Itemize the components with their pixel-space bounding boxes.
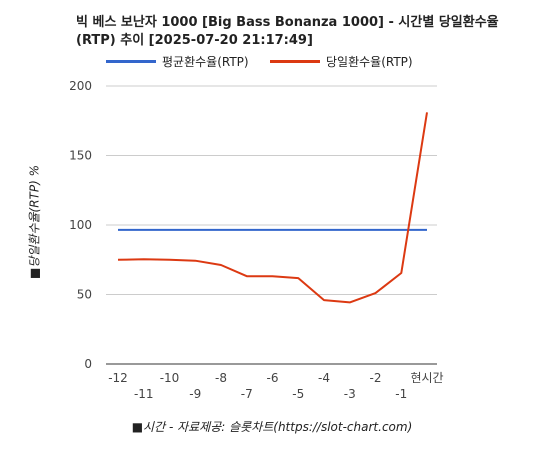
legend-label-average: 평균환수율(RTP) bbox=[162, 55, 249, 69]
x-tick-label: -9 bbox=[189, 387, 201, 401]
x-tick-label: -7 bbox=[241, 387, 253, 401]
x-tick-label: -10 bbox=[160, 371, 180, 385]
legend-swatch-daily bbox=[270, 60, 320, 63]
y-tick-label: 100 bbox=[69, 218, 92, 232]
x-tick-label: 현시간 bbox=[410, 371, 443, 385]
y-tick-label: 200 bbox=[69, 79, 92, 93]
y-tick-label: 150 bbox=[69, 149, 92, 163]
chart-title: 빅 베스 보난자 1000 [Big Bass Bonanza 1000] - … bbox=[76, 15, 499, 48]
x-tick-label: -11 bbox=[134, 387, 154, 401]
x-tick-label: -2 bbox=[370, 371, 382, 385]
y-axis-label: ■당일환수율(RTP) % bbox=[27, 164, 42, 280]
x-tick-label: -6 bbox=[267, 371, 279, 385]
x-tick-label: -12 bbox=[108, 371, 128, 385]
x-tick-label: -5 bbox=[292, 387, 304, 401]
x-tick-label: -4 bbox=[318, 371, 330, 385]
series-line-daily bbox=[117, 112, 428, 304]
legend-label-daily: 당일환수율(RTP) bbox=[326, 55, 413, 69]
x-tick-label: -8 bbox=[215, 371, 227, 385]
x-axis-label: ■시간 - 자료제공: 슬롯차트(https://slot-chart.com) bbox=[131, 420, 413, 434]
y-tick-label: 0 bbox=[84, 357, 92, 371]
y-tick-label: 50 bbox=[77, 288, 92, 302]
x-tick-label: -3 bbox=[344, 387, 356, 401]
x-tick-label: -1 bbox=[395, 387, 407, 401]
legend-swatch-average bbox=[106, 60, 156, 63]
